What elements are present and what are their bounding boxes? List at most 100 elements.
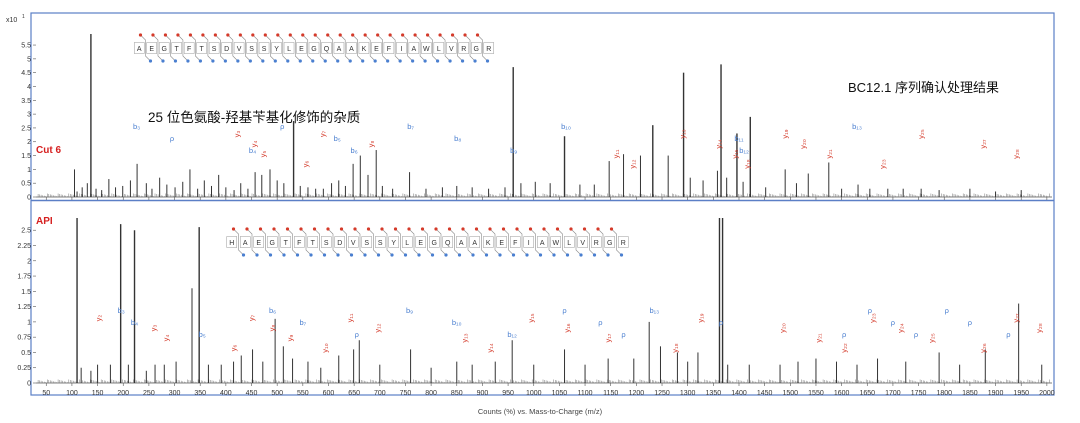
b-ion-label: b₁₁ xyxy=(734,134,744,143)
fragment-bracket xyxy=(476,228,487,256)
b-ion-marker xyxy=(236,59,240,63)
y-ion-label: y₂₆ xyxy=(978,343,987,353)
y-ion-marker xyxy=(388,33,392,37)
y-ion-marker xyxy=(299,227,303,231)
fragment-bracket xyxy=(557,228,568,256)
x-tick-label: 1000 xyxy=(526,390,542,397)
y-ion-marker xyxy=(425,33,430,37)
y-ion-marker xyxy=(515,227,519,231)
residue-box xyxy=(146,42,157,54)
residue-letter: I xyxy=(400,46,402,53)
residue-box xyxy=(537,236,548,248)
y-ion-label: y₁₆ xyxy=(563,323,572,332)
b-ion-label: b₇ xyxy=(299,318,306,327)
y-ion-marker xyxy=(226,33,230,37)
fragment-bracket xyxy=(543,228,555,256)
b-ion-label: b₁₃ xyxy=(649,306,659,315)
x-tick-label: 650 xyxy=(348,390,360,397)
x-tick-label: 1500 xyxy=(783,390,799,397)
y-ion-marker xyxy=(363,33,367,37)
residue-box xyxy=(564,236,575,248)
b-ion-marker xyxy=(511,253,516,257)
fragment-bracket xyxy=(477,34,488,62)
residue-letter: V xyxy=(580,240,585,247)
y-ion-label: y₁₈ xyxy=(742,159,751,168)
b-ion-marker xyxy=(484,253,489,257)
x-tick-label: 1900 xyxy=(988,390,1004,397)
residue-box xyxy=(253,236,264,248)
residue-letter: Y xyxy=(391,240,396,247)
fragment-bracket xyxy=(449,228,460,256)
b-ion-marker xyxy=(552,253,556,257)
y-ion-marker xyxy=(276,33,280,37)
y-ion-marker xyxy=(420,227,425,231)
residue-box xyxy=(294,236,305,248)
y-ion-marker xyxy=(450,33,455,37)
y-ion-label: y₁₄ xyxy=(714,139,723,148)
noise-floor xyxy=(37,193,1050,197)
residue-box xyxy=(240,236,251,248)
b-ion-marker xyxy=(606,253,610,257)
y-ion-marker xyxy=(407,227,411,231)
b-ion-marker xyxy=(323,59,327,63)
b-ion-marker xyxy=(460,59,465,63)
residue-letter: R xyxy=(594,240,599,247)
x-tick-label: 1300 xyxy=(680,390,696,397)
residue-letter: T xyxy=(284,240,289,247)
fragment-bracket xyxy=(341,228,352,256)
noise-floor xyxy=(37,379,1050,383)
b-ion-marker xyxy=(248,59,252,63)
residue-letter: T xyxy=(175,46,180,53)
y-ion-label: y₂₃ xyxy=(878,159,887,169)
y-ion-label: y₂₄ xyxy=(896,323,905,333)
residue-box xyxy=(408,42,420,54)
fragment-bracket xyxy=(265,34,276,62)
y-ion-label: y₁₈ xyxy=(670,343,679,352)
y-ion-marker xyxy=(176,33,180,37)
fragment-bracket xyxy=(435,228,447,256)
fragment-bracket xyxy=(611,228,622,256)
x-tick-label: 800 xyxy=(425,390,437,397)
b-ion-marker xyxy=(198,59,203,63)
y-ion-marker xyxy=(401,33,405,37)
b-ion-marker xyxy=(363,253,367,257)
y-ion-marker xyxy=(245,227,249,231)
b-ion-marker xyxy=(430,253,435,257)
fragment-bracket xyxy=(215,34,226,62)
fragment-bracket xyxy=(300,228,312,256)
b-ion-label: ρ xyxy=(891,318,895,327)
residue-box xyxy=(483,42,495,54)
residue-box xyxy=(510,236,521,248)
y-ion-marker xyxy=(231,227,236,231)
fragment-bracket xyxy=(314,228,325,256)
residue-letter: G xyxy=(161,46,166,53)
residue-letter: R xyxy=(461,46,466,53)
fragment-bracket xyxy=(530,228,541,256)
x-tick-label: 400 xyxy=(220,390,232,397)
y-ion-label: y₃ xyxy=(233,131,242,138)
residue-letter: E xyxy=(499,240,504,247)
fragment-bracket xyxy=(290,34,301,62)
y-tick-label: 5.5 xyxy=(21,43,31,50)
residue-letter: V xyxy=(449,46,454,53)
y-ion-marker xyxy=(251,33,255,37)
residue-letter: F xyxy=(187,46,191,53)
y-ion-label: y₂₅ xyxy=(927,333,936,343)
x-tick-label: 950 xyxy=(502,390,514,397)
residue-box xyxy=(383,42,395,54)
y-ion-marker xyxy=(272,227,276,231)
x-tick-label: 100 xyxy=(66,390,78,397)
residue-letter: S xyxy=(364,240,369,247)
fragment-bracket xyxy=(315,34,326,62)
residue-box xyxy=(158,42,170,54)
residue-box xyxy=(421,42,432,54)
residue-box xyxy=(591,236,602,248)
b-ion-marker xyxy=(473,59,477,63)
y-ion-marker xyxy=(312,227,317,231)
y-ion-label: y₁₉ xyxy=(781,129,790,138)
y-tick-label: 0 xyxy=(27,195,31,202)
residue-letter: D xyxy=(224,46,229,53)
y-ion-marker xyxy=(351,33,355,37)
b-ion-marker xyxy=(403,253,408,257)
